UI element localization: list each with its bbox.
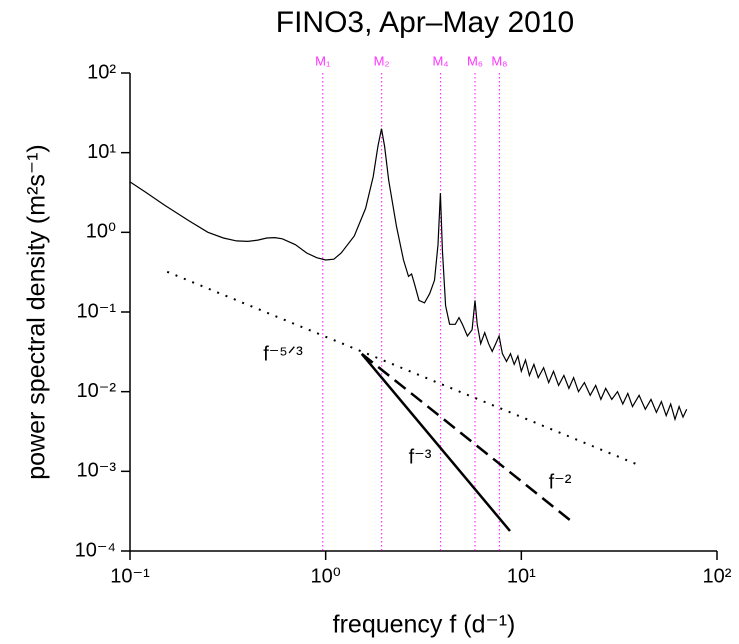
y-tick-label: 10⁻⁴	[75, 539, 116, 561]
tidal-label: M₂	[374, 53, 390, 68]
y-axis-label: power spectral density (m²s⁻¹)	[23, 144, 51, 480]
annotation: f⁻⁵ᐟ³	[263, 343, 303, 365]
data-line	[166, 270, 642, 467]
y-tick-label: 10²	[87, 61, 116, 83]
annotation: f⁻²	[549, 471, 572, 493]
data-line	[360, 353, 511, 532]
tidal-label: M₁	[315, 53, 331, 68]
y-tick-label: 10⁻¹	[77, 300, 117, 322]
tidal-label: M₈	[491, 53, 507, 68]
tidal-label: M₄	[432, 53, 448, 68]
annotation: f⁻³	[409, 446, 432, 468]
x-tick-label: 10⁻¹	[110, 565, 150, 587]
x-axis-label: frequency f (d⁻¹)	[333, 611, 516, 639]
chart-title: FINO3, Apr–May 2010	[276, 6, 574, 39]
y-tick-label: 10⁻²	[77, 380, 117, 402]
y-tick-label: 10¹	[87, 141, 116, 163]
y-tick-label: 10⁰	[86, 221, 116, 243]
data-line	[129, 128, 688, 422]
x-tick-label: 10¹	[507, 565, 536, 587]
data-line	[361, 352, 571, 521]
x-tick-label: 10²	[703, 565, 732, 587]
x-tick-label: 10⁰	[311, 565, 341, 587]
tidal-label: M₆	[467, 53, 483, 68]
y-tick-label: 10⁻³	[77, 460, 117, 482]
